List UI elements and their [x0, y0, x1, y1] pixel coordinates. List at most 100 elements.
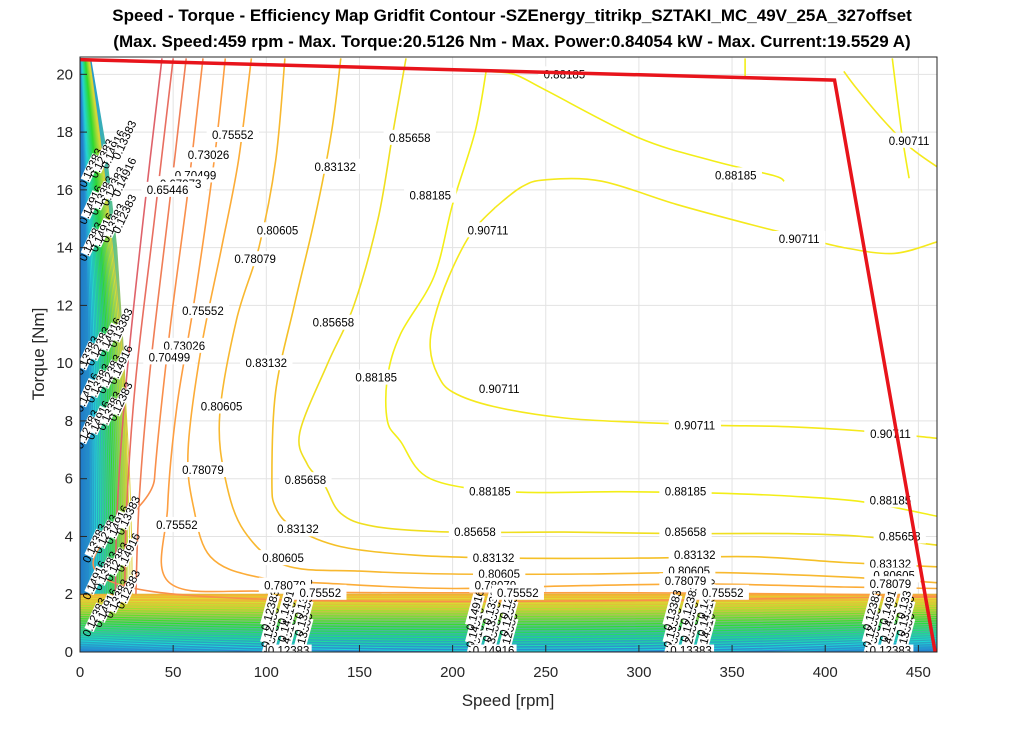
y-tick-label: 2	[65, 586, 73, 603]
contour-label: 0.78079	[234, 254, 276, 266]
x-tick-label: 200	[440, 664, 465, 681]
contour-label-bg	[864, 576, 917, 592]
contour-label-bg	[404, 187, 457, 203]
contour-label-bg	[228, 251, 282, 267]
contour-label: 0.80605	[262, 553, 304, 565]
contour-labels: 0.90711 0.90711 0.90711 0.90711 0.90711 0.907…	[141, 66, 936, 600]
dense-label-bg	[260, 593, 280, 628]
dense-label-bg	[679, 587, 700, 622]
band-contour-line	[80, 609, 937, 615]
dense-label-bg	[696, 598, 716, 633]
contour-label: 0.75552	[212, 130, 254, 142]
contour-label: 0.90711	[779, 234, 820, 246]
contour-label: 0.78079	[870, 579, 912, 591]
contour-label-bg	[461, 222, 515, 238]
contour-line-0.88185	[384, 71, 937, 517]
dense-label-bg	[878, 604, 899, 639]
contour-label-bg	[158, 337, 211, 353]
dense-label-bg	[293, 616, 314, 651]
x-tick-label: 50	[165, 664, 182, 681]
contour-label: 0.70499	[149, 352, 191, 364]
y-tick-label: 4	[65, 528, 73, 545]
dense-label-bg	[679, 604, 700, 639]
contour-line-0.90711	[429, 206, 937, 440]
dense-label-bg	[481, 604, 502, 639]
contour-label: 0.85658	[285, 475, 327, 487]
contour-label: 0.83132	[674, 550, 716, 562]
contour-label-bg	[271, 521, 325, 537]
dense-label-bg	[110, 387, 132, 417]
dense-label-bg	[114, 125, 136, 155]
x-tick-label: 100	[254, 664, 279, 681]
band-contour-line	[80, 642, 937, 652]
contour-label-bg	[772, 230, 826, 246]
axes-box	[79, 56, 938, 653]
contour-label-bg	[867, 644, 914, 652]
dense-label-bg	[696, 616, 716, 651]
contour-label: 0.75552	[182, 306, 224, 318]
contour-line-0.90711	[495, 177, 937, 255]
contour-label-bg	[473, 566, 526, 582]
dense-label-bg	[861, 610, 882, 645]
contour-label: 0.90711	[479, 384, 520, 396]
contour-label: 0.13383	[670, 646, 712, 658]
y-tick-label: 6	[65, 471, 73, 488]
contour-label: 0.85658	[313, 318, 355, 330]
contour-label-bg	[696, 584, 749, 600]
x-tick-label: 400	[813, 664, 838, 681]
dense-label-bg	[662, 593, 683, 628]
contour-label-bg	[256, 550, 310, 566]
contour-line-0.88185	[891, 58, 910, 179]
contour-label: 0.88185	[870, 495, 912, 507]
dense-label-bg	[276, 587, 297, 622]
contour-label-bg	[470, 644, 517, 652]
contour-label-bg	[668, 417, 721, 433]
x-tick-label: 150	[347, 664, 372, 681]
dense-label-bg	[662, 610, 683, 645]
y-axis-ticks: 0 2 4 6 8 10 12 14 16 18 20	[56, 66, 87, 661]
x-tick-label: 450	[906, 664, 931, 681]
contour-label-bg	[864, 492, 917, 508]
dense-label-bg	[114, 162, 136, 192]
chart-subtitle: (Max. Speed:459 rpm - Max. Torque:20.512…	[113, 32, 910, 51]
contour-label: 0.73026	[188, 150, 230, 162]
contour-line-0.90711	[843, 70, 937, 168]
dense-label-bg	[878, 587, 899, 622]
dense-label-bg	[276, 604, 297, 639]
dense-label-bg	[861, 593, 882, 628]
dense-label-bg	[117, 574, 139, 605]
dense-contour-line	[88, 58, 131, 595]
y-tick-label: 12	[56, 297, 73, 314]
contour-label-bg	[350, 369, 403, 385]
contour-label-bg	[882, 132, 936, 148]
contour-label-bg	[176, 303, 230, 319]
contour-label: 0.85658	[879, 531, 921, 543]
contour-label: 0.83132	[314, 162, 356, 174]
dense-label-bg	[465, 593, 485, 628]
contour-label: 0.88185	[469, 487, 511, 499]
max-torque-envelope	[79, 57, 937, 653]
contour-label: 0.78079	[182, 465, 224, 477]
y-tick-label: 16	[56, 182, 73, 199]
contour-label: 0.75552	[300, 588, 342, 600]
contour-label-bg	[467, 550, 520, 566]
contour-label-bg	[176, 462, 230, 478]
contour-label-bg	[251, 222, 304, 238]
contour-label: 0.88185	[355, 373, 397, 385]
chart-title: Speed - Torque - Efficiency Map Gridfit …	[112, 6, 912, 25]
contour-label: 0.83132	[473, 553, 515, 565]
contour-label-bg	[473, 381, 526, 397]
contour-label: 0.88185	[665, 487, 707, 499]
x-tick-label: 350	[720, 664, 745, 681]
band-contour-line	[80, 624, 937, 633]
dense-label-bg	[895, 598, 916, 633]
x-axis-ticks: 0 50 100 150 200 250 300 350 400 450	[76, 645, 931, 681]
x-tick-label: 0	[76, 664, 84, 681]
dense-label-bg	[114, 199, 136, 229]
dense-label-bg	[260, 610, 280, 645]
contour-label: 0.90711	[674, 420, 715, 432]
contour-label-bg	[709, 167, 762, 183]
contour-label-bg	[195, 398, 248, 414]
contour-label-bg	[143, 349, 196, 365]
